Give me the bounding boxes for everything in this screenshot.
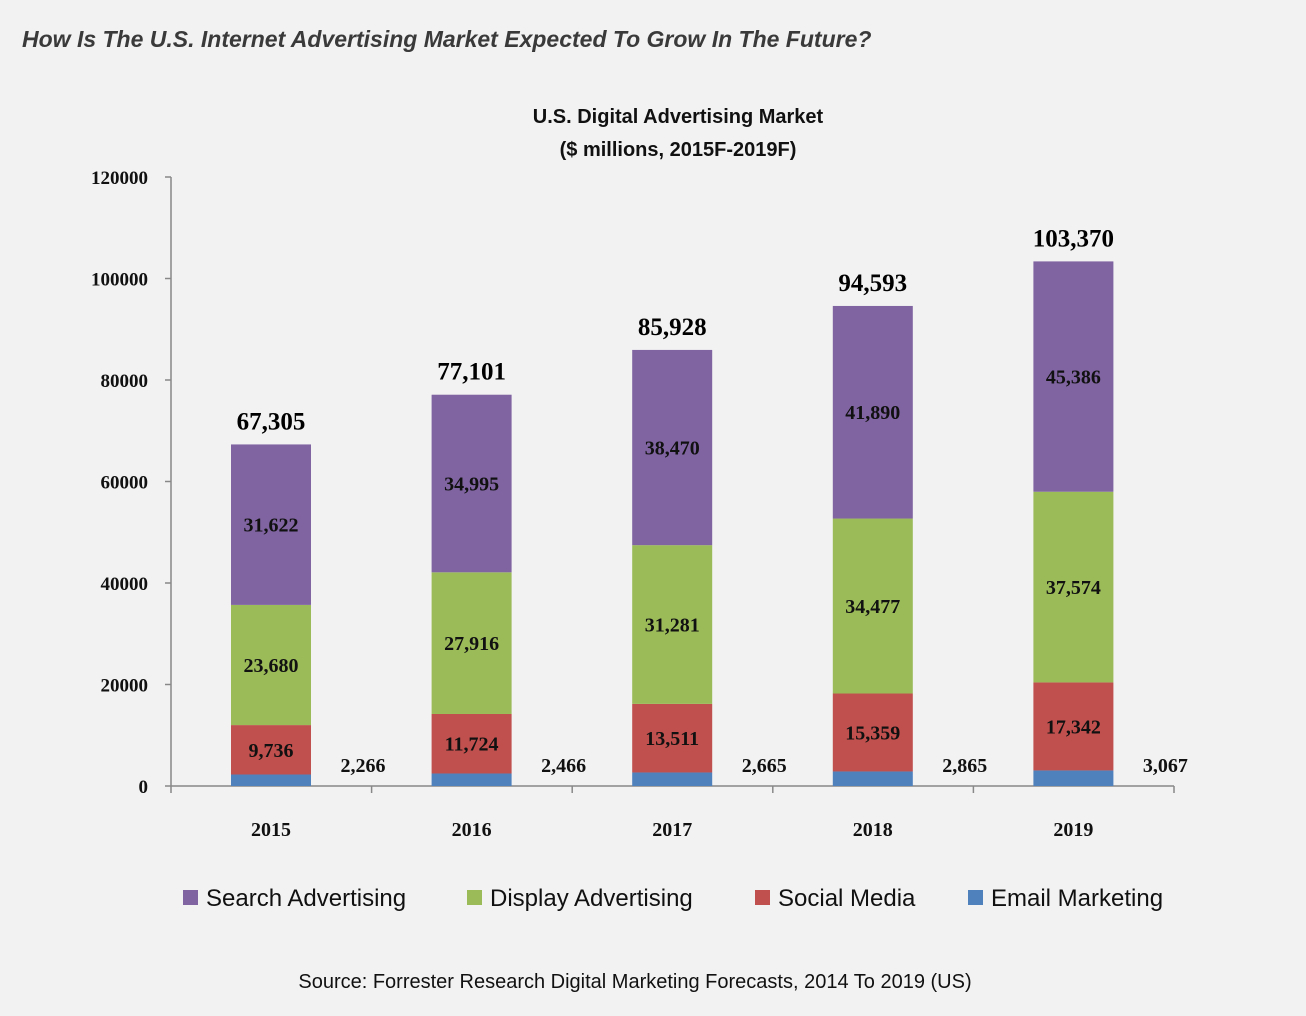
bar-social-media-2017 [632, 703, 713, 773]
bar-email-marketing-2015 [231, 774, 311, 786]
x-tick-label: 2019 [1053, 819, 1093, 841]
legend-label-email-marketing: Email Marketing [991, 885, 1163, 912]
bar-email-marketing-2019 [1033, 770, 1114, 786]
data-label-email-marketing: 3,067 [1143, 755, 1188, 777]
bar-search-advertising-2018 [832, 305, 913, 519]
bar-display-advertising-2016 [431, 572, 512, 714]
source-note: Source: Forrester Research Digital Marke… [298, 971, 971, 993]
legend-label-social-media: Social Media [778, 885, 916, 912]
data-label-social-media: 11,724 [445, 734, 499, 756]
legend-swatch-social-media [755, 890, 770, 905]
data-label-social-media: 13,511 [645, 728, 699, 750]
data-label-display-advertising: 27,916 [444, 633, 499, 655]
x-tick-label: 2018 [853, 819, 893, 841]
bar-social-media-2015 [231, 725, 311, 775]
y-tick-label: 80000 [101, 371, 149, 392]
total-label: 77,101 [437, 359, 506, 386]
data-label-search-advertising: 38,470 [645, 438, 700, 460]
data-label-display-advertising: 23,680 [244, 655, 299, 677]
legend-swatch-display-advertising [467, 890, 482, 905]
legend-label-display-advertising: Display Advertising [490, 885, 693, 912]
y-tick-label: 60000 [101, 473, 149, 494]
data-label-display-advertising: 37,574 [1046, 577, 1101, 599]
data-label-search-advertising: 45,386 [1046, 367, 1101, 389]
bar-display-advertising-2018 [832, 518, 913, 694]
chart-subtitle: ($ millions, 2015F-2019F) [560, 139, 797, 161]
y-tick-label: 40000 [101, 574, 149, 595]
bar-display-advertising-2017 [632, 545, 713, 704]
data-label-email-marketing: 2,466 [541, 755, 586, 777]
data-label-social-media: 15,359 [845, 722, 900, 744]
data-label-social-media: 17,342 [1046, 716, 1101, 738]
y-tick-label: 120000 [91, 168, 148, 189]
data-label-search-advertising: 31,622 [244, 515, 299, 537]
bar-email-marketing-2016 [431, 773, 512, 786]
bar-display-advertising-2019 [1033, 491, 1114, 683]
data-label-social-media: 9,736 [249, 740, 294, 762]
data-label-display-advertising: 34,477 [845, 596, 900, 618]
bar-email-marketing-2017 [632, 772, 713, 786]
total-label: 94,593 [838, 270, 907, 297]
legend-swatch-email-marketing [968, 890, 983, 905]
bar-search-advertising-2015 [231, 444, 311, 605]
bar-social-media-2016 [431, 713, 512, 774]
data-label-email-marketing: 2,266 [341, 755, 386, 777]
legend-label-search-advertising: Search Advertising [206, 885, 406, 912]
x-tick-label: 2015 [251, 819, 291, 841]
data-label-search-advertising: 41,890 [845, 402, 900, 424]
bar-email-marketing-2018 [832, 771, 913, 786]
data-label-search-advertising: 34,995 [444, 474, 499, 496]
chart-labels: 2,266 9,736 23,680 31,622 67,305 2,466 11,724 2… [237, 225, 1188, 777]
data-label-display-advertising: 31,281 [645, 615, 700, 637]
x-tick-label: 2016 [452, 819, 492, 841]
y-tick-label: 20000 [101, 676, 149, 697]
total-label: 85,928 [638, 314, 707, 341]
legend-swatch-search-advertising [183, 890, 198, 905]
chart-title: U.S. Digital Advertising Market [533, 106, 824, 128]
y-tick-label: 0 [139, 777, 149, 798]
chart-bars [231, 261, 1114, 786]
bar-search-advertising-2019 [1033, 261, 1114, 492]
bar-social-media-2019 [1033, 682, 1114, 771]
bar-search-advertising-2016 [431, 394, 512, 573]
total-label: 103,370 [1033, 225, 1114, 252]
x-tick-label: 2017 [652, 819, 692, 841]
bar-social-media-2018 [832, 693, 913, 772]
bar-display-advertising-2015 [231, 604, 311, 726]
y-tick-label: 100000 [91, 270, 148, 291]
page-heading: How Is The U.S. Internet Advertising Mar… [22, 26, 872, 52]
data-label-email-marketing: 2,665 [742, 755, 787, 777]
data-label-email-marketing: 2,865 [942, 755, 987, 777]
bar-search-advertising-2017 [632, 349, 713, 546]
chart-legend: Search Advertising Display Advertising Soc… [183, 885, 1163, 912]
total-label: 67,305 [237, 408, 306, 435]
